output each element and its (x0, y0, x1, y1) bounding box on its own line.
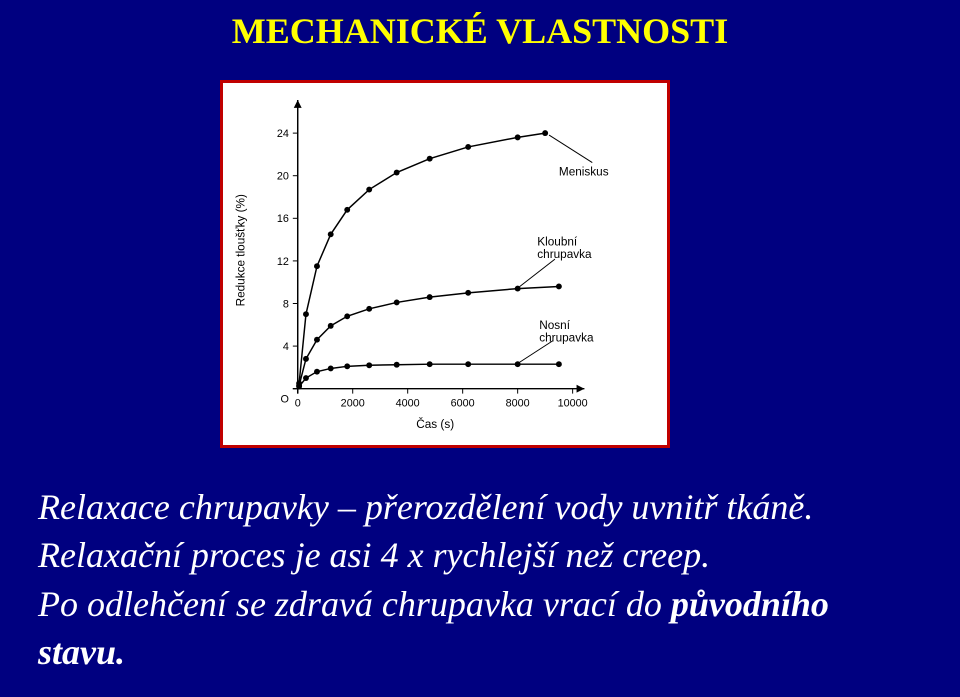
svg-text:6000: 6000 (451, 397, 475, 409)
svg-text:0: 0 (295, 397, 301, 409)
body-line-3a: Po odlehčení se zdravá chrupavka vrací d… (38, 584, 671, 624)
svg-text:O: O (280, 393, 288, 405)
svg-text:10000: 10000 (558, 397, 588, 409)
body-text: Relaxace chrupavky – přerozdělení vody u… (38, 483, 938, 677)
svg-text:Meniskus: Meniskus (559, 165, 609, 178)
svg-text:Nosní: Nosní (539, 319, 570, 332)
svg-text:Kloubní: Kloubní (537, 235, 578, 248)
svg-text:12: 12 (277, 256, 289, 268)
creep-chart: 0 2000 4000 6000 8000 10000 4 8 12 16 20 24 O Čas (s)… (229, 89, 661, 439)
svg-text:16: 16 (277, 213, 289, 225)
svg-text:8000: 8000 (506, 397, 530, 409)
body-line-2: Relaxační proces je asi 4 x rychlejší ne… (38, 535, 710, 575)
svg-text:4: 4 (283, 341, 289, 353)
body-line-1: Relaxace chrupavky – přerozdělení vody u… (38, 487, 813, 527)
chart-frame: 0 2000 4000 6000 8000 10000 4 8 12 16 20 24 O Čas (s)… (220, 80, 670, 448)
svg-text:20: 20 (277, 171, 289, 183)
chart-svg: 0 2000 4000 6000 8000 10000 4 8 12 16 20 24 O Čas (s)… (229, 89, 661, 439)
svg-text:2000: 2000 (341, 397, 365, 409)
svg-text:4000: 4000 (396, 397, 420, 409)
svg-text:8: 8 (283, 298, 289, 310)
svg-text:Redukce tloušťky (%): Redukce tloušťky (%) (235, 194, 248, 306)
svg-text:Čas (s): Čas (s) (416, 418, 454, 431)
body-line-3b: původního (671, 584, 829, 624)
svg-text:chrupavka: chrupavka (537, 248, 592, 261)
svg-text:chrupavka: chrupavka (539, 332, 594, 345)
svg-text:24: 24 (277, 128, 289, 140)
body-line-4: stavu. (38, 632, 125, 672)
page-title: MECHANICKÉ VLASTNOSTI (0, 10, 960, 52)
